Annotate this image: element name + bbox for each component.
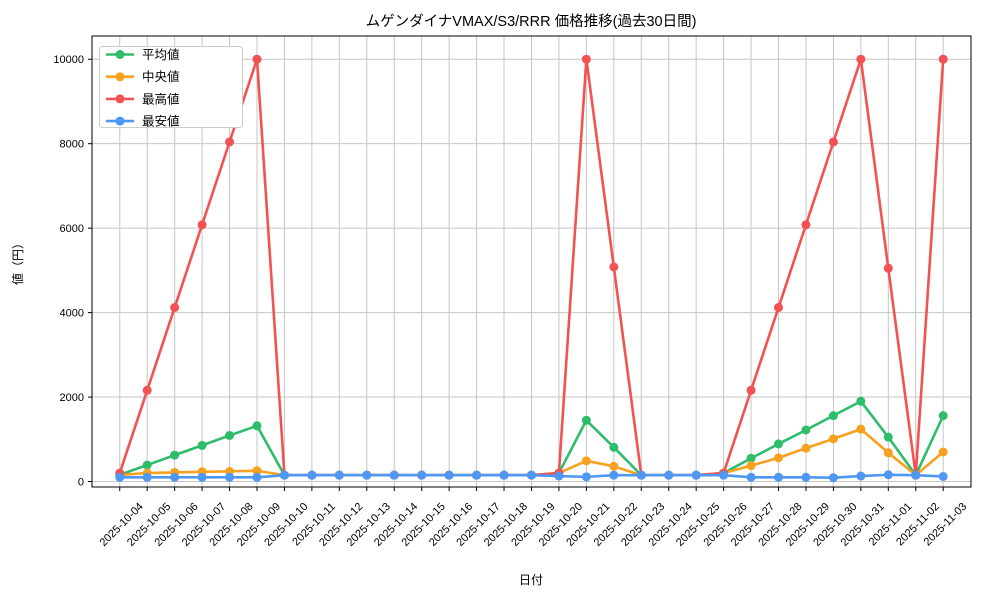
legend-label: 中央値 — [142, 69, 180, 84]
y-tick-label: 0 — [78, 477, 84, 489]
data-point — [774, 472, 784, 482]
series-layer — [115, 54, 948, 483]
data-point — [170, 303, 180, 313]
data-point — [252, 466, 262, 476]
data-point — [828, 411, 838, 421]
data-point — [279, 470, 289, 480]
data-point — [856, 424, 866, 434]
data-point — [225, 430, 235, 440]
y-tick-label: 10000 — [53, 54, 84, 66]
series-最安値 — [115, 470, 948, 483]
data-point — [472, 470, 482, 480]
data-point — [170, 450, 180, 460]
data-point — [938, 54, 948, 64]
legend-marker-icon — [115, 50, 125, 59]
data-point — [225, 472, 235, 482]
data-point — [938, 447, 948, 457]
data-point — [746, 453, 756, 463]
data-point — [252, 421, 262, 431]
grid-layer — [92, 36, 971, 487]
legend-marker-icon — [115, 116, 125, 126]
data-point — [856, 396, 866, 406]
data-point — [691, 470, 701, 480]
data-point — [856, 54, 866, 64]
y-tick-label: 2000 — [60, 392, 84, 404]
data-point — [417, 470, 427, 480]
data-point — [746, 385, 756, 395]
data-point — [170, 472, 180, 482]
data-point — [664, 470, 674, 480]
legend-marker-icon — [115, 94, 125, 104]
y-axis-label: 値（円） — [10, 237, 25, 285]
y-tick-label: 4000 — [60, 308, 84, 320]
y-tick-label: 6000 — [60, 223, 84, 235]
data-point — [609, 470, 619, 480]
data-point — [252, 472, 262, 482]
data-point — [883, 448, 893, 458]
data-point — [801, 443, 811, 453]
data-point — [115, 472, 125, 482]
data-point — [883, 263, 893, 273]
data-point — [581, 472, 591, 482]
legend-label: 最安値 — [142, 114, 180, 129]
data-point — [444, 470, 454, 480]
legend-box — [99, 46, 243, 128]
chart-title: ムゲンダイナVMAX/S3/RRR 価格推移(過去30日間) — [366, 13, 697, 30]
data-point — [252, 54, 262, 64]
legend-label: 平均値 — [142, 47, 180, 62]
data-point — [636, 470, 646, 480]
data-point — [526, 470, 536, 480]
data-point — [197, 220, 207, 230]
data-point — [609, 461, 619, 471]
data-point — [883, 470, 893, 480]
data-point — [828, 473, 838, 483]
data-point — [142, 460, 152, 470]
data-point — [746, 472, 756, 482]
data-point — [938, 411, 948, 421]
legend-item-最高値: 最高値 — [106, 91, 180, 106]
data-point — [828, 434, 838, 444]
data-point — [197, 472, 207, 482]
data-point — [801, 220, 811, 230]
data-point — [554, 471, 564, 481]
data-point — [719, 470, 729, 480]
data-point — [774, 453, 784, 463]
data-point — [307, 470, 317, 480]
data-point — [142, 472, 152, 482]
data-point — [225, 137, 235, 147]
data-point — [801, 472, 811, 482]
legend-item-平均値: 平均値 — [106, 47, 180, 62]
data-point — [938, 471, 948, 481]
data-point — [362, 470, 372, 480]
legend-item-中央値: 中央値 — [106, 69, 180, 84]
data-point — [774, 439, 784, 449]
data-point — [581, 415, 591, 425]
data-point — [609, 442, 619, 452]
y-tick-label: 8000 — [60, 139, 84, 151]
data-point — [856, 471, 866, 481]
data-point — [334, 470, 344, 480]
data-point — [499, 470, 509, 480]
data-point — [801, 425, 811, 435]
data-point — [883, 432, 893, 442]
x-axis-label: 日付 — [519, 573, 543, 587]
data-point — [774, 303, 784, 313]
data-point — [389, 470, 399, 480]
data-point — [609, 262, 619, 272]
data-point — [142, 385, 152, 395]
data-point — [581, 54, 591, 64]
legend-marker-icon — [115, 72, 125, 82]
data-point — [828, 137, 838, 147]
data-point — [197, 440, 207, 450]
legend-label: 最高値 — [142, 91, 180, 106]
data-point — [581, 456, 591, 466]
data-point — [911, 470, 921, 480]
legend-item-最安値: 最安値 — [106, 114, 180, 129]
data-point — [746, 461, 756, 471]
